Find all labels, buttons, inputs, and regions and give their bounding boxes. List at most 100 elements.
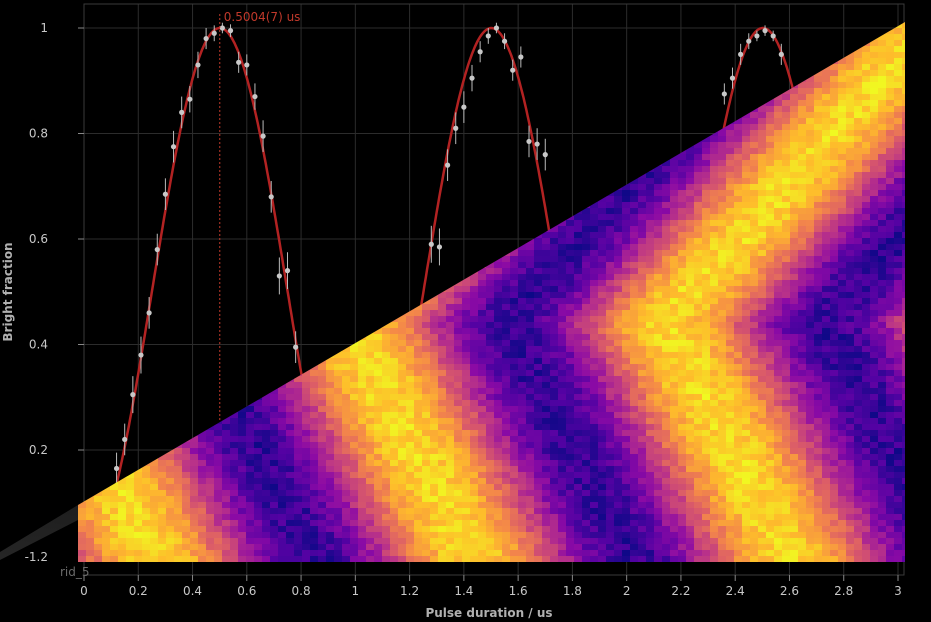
heatmap-cell bbox=[814, 142, 822, 148]
heatmap-cell bbox=[630, 262, 638, 268]
heatmap-cell bbox=[590, 220, 598, 226]
heatmap-cell bbox=[446, 286, 454, 292]
heatmap-cell bbox=[582, 232, 590, 238]
heatmap-cell bbox=[854, 100, 862, 106]
heatmap-cell bbox=[894, 286, 902, 292]
heatmap-cell bbox=[630, 256, 638, 262]
heatmap-cell bbox=[638, 190, 646, 196]
heatmap-cell bbox=[646, 202, 654, 208]
heatmap-cell bbox=[694, 160, 702, 166]
heatmap-cell bbox=[782, 124, 790, 130]
heatmap-cell bbox=[862, 166, 870, 172]
heatmap-cell bbox=[446, 298, 454, 304]
heatmap-cell bbox=[886, 100, 894, 106]
heatmap-cell bbox=[878, 208, 886, 214]
heatmap-cell bbox=[582, 238, 590, 244]
heatmap-cell bbox=[782, 190, 790, 196]
heatmap-cell bbox=[710, 178, 718, 184]
heatmap-cell bbox=[806, 184, 814, 190]
heatmap-cell bbox=[886, 142, 894, 148]
heatmap-cell bbox=[814, 82, 822, 88]
heatmap-cell bbox=[814, 136, 822, 142]
heatmap-cell bbox=[774, 130, 782, 136]
heatmap-cell bbox=[854, 76, 862, 82]
heatmap-cell bbox=[814, 160, 822, 166]
heatmap-cell bbox=[766, 118, 774, 124]
heatmap-cell bbox=[798, 100, 806, 106]
heatmap-cell bbox=[838, 220, 846, 226]
heatmap-cell bbox=[894, 100, 902, 106]
heatmap-cell bbox=[822, 208, 830, 214]
heatmap-cell bbox=[886, 154, 894, 160]
heatmap-cell bbox=[886, 94, 894, 100]
heatmap-cell bbox=[822, 130, 830, 136]
heatmap-cell bbox=[550, 256, 558, 262]
heatmap-cell bbox=[790, 268, 798, 274]
heatmap-cell bbox=[558, 298, 566, 304]
heatmap-cell bbox=[734, 130, 742, 136]
heatmap-cell bbox=[814, 202, 822, 208]
heatmap-cell bbox=[750, 154, 758, 160]
heatmap-cell bbox=[894, 232, 902, 238]
heatmap-cell bbox=[654, 190, 662, 196]
heatmap-cell bbox=[766, 226, 774, 232]
heatmap-cell bbox=[822, 256, 830, 262]
heatmap-cell bbox=[870, 274, 878, 280]
heatmap-cell bbox=[894, 214, 902, 220]
heatmap-cell bbox=[822, 136, 830, 142]
heatmap-cell bbox=[614, 232, 622, 238]
heatmap-cell bbox=[798, 82, 806, 88]
heatmap-cell bbox=[878, 184, 886, 190]
heatmap-cell bbox=[830, 232, 838, 238]
heatmap-cell bbox=[670, 202, 678, 208]
heatmap-cell bbox=[902, 88, 905, 94]
heatmap-cell bbox=[798, 94, 806, 100]
heatmap-cell bbox=[750, 172, 758, 178]
heatmap-cell bbox=[766, 142, 774, 148]
heatmap-cell bbox=[854, 172, 862, 178]
heatmap-cell bbox=[854, 226, 862, 232]
heatmap-cell bbox=[686, 280, 694, 286]
heatmap-cell bbox=[734, 274, 742, 280]
heatmap-cell bbox=[542, 232, 550, 238]
heatmap-cell bbox=[622, 262, 630, 268]
heatmap-cell bbox=[854, 112, 862, 118]
heatmap-cell bbox=[790, 208, 798, 214]
heatmap-cell bbox=[574, 274, 582, 280]
heatmap-cell bbox=[846, 220, 854, 226]
heatmap-cell bbox=[806, 112, 814, 118]
heatmap-cell bbox=[774, 136, 782, 142]
heatmap-cell bbox=[878, 88, 886, 94]
heatmap-cell bbox=[710, 214, 718, 220]
heatmap-cell bbox=[726, 262, 734, 268]
heatmap-cell bbox=[822, 172, 830, 178]
heatmap-cell bbox=[758, 292, 766, 298]
heatmap-cell bbox=[766, 160, 774, 166]
data-point-28 bbox=[461, 104, 467, 110]
heatmap-cell bbox=[846, 154, 854, 160]
heatmap-cell bbox=[654, 166, 662, 172]
annotation-label: 0.5004(7) us bbox=[224, 10, 301, 24]
heatmap-cell bbox=[814, 178, 822, 184]
heatmap-cell bbox=[734, 178, 742, 184]
heatmap-cell bbox=[758, 214, 766, 220]
heatmap-cell bbox=[790, 184, 798, 190]
heatmap-cell bbox=[750, 142, 758, 148]
heatmap-cell bbox=[774, 220, 782, 226]
heatmap-cell bbox=[886, 40, 894, 46]
heatmap-cell bbox=[878, 118, 886, 124]
heatmap-cell bbox=[622, 202, 630, 208]
heatmap-cell bbox=[686, 154, 694, 160]
heatmap-cell bbox=[702, 262, 710, 268]
heatmap-cell bbox=[806, 244, 814, 250]
heatmap-cell bbox=[678, 292, 686, 298]
heatmap-cell bbox=[734, 196, 742, 202]
heatmap-cell bbox=[606, 196, 614, 202]
heatmap-cell bbox=[886, 274, 894, 280]
heatmap-cell bbox=[750, 166, 758, 172]
heatmap-cell bbox=[862, 286, 870, 292]
heatmap-cell bbox=[894, 82, 902, 88]
data-point-9 bbox=[187, 96, 193, 102]
heatmap-cell bbox=[742, 160, 750, 166]
heatmap-cell bbox=[694, 220, 702, 226]
